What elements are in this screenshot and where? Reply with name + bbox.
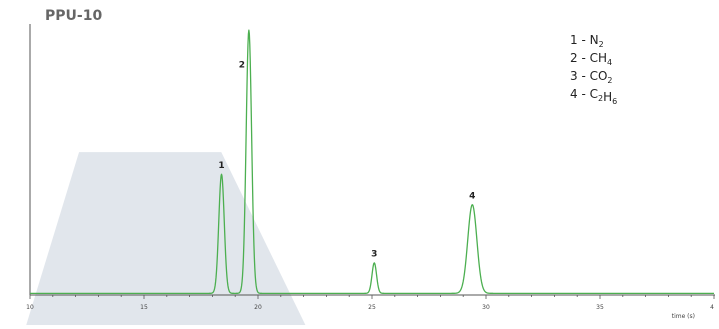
legend-item-2: 2 - CH4 xyxy=(570,51,612,67)
peak-label-1: 1 xyxy=(218,161,224,171)
x-tick-label: 10 xyxy=(26,304,34,311)
peak-label-3: 3 xyxy=(371,250,377,260)
x-tick-label: 15 xyxy=(140,304,148,311)
peak-label-4: 4 xyxy=(469,191,475,201)
axis-layer: 10 15 20 25 30 35 4 xyxy=(26,24,715,311)
x-tick-label: 30 xyxy=(482,304,490,311)
legend-item-1: 1 - N2 xyxy=(570,33,604,49)
legend: 1 - N2 2 - CH4 3 - CO2 4 - C2H6 xyxy=(570,33,617,106)
series-layer xyxy=(29,29,715,294)
shaded-region xyxy=(26,152,306,325)
peak-labels-layer: 1 2 3 4 xyxy=(218,61,475,260)
chromatogram-series-line xyxy=(29,29,715,294)
shaded-region-layer xyxy=(26,152,306,325)
legend-item-4: 4 - C2H6 xyxy=(570,87,617,106)
legend-item-3: 3 - CO2 xyxy=(570,69,613,85)
x-tick-label: 4 xyxy=(710,304,714,311)
chart-title: PPU-10 xyxy=(45,8,102,24)
x-tick-label: 35 xyxy=(596,304,604,311)
x-tick-label: 20 xyxy=(254,304,262,311)
x-tick-label: 25 xyxy=(368,304,376,311)
x-axis-label: time (s) xyxy=(672,313,695,320)
peak-label-2: 2 xyxy=(239,61,245,71)
